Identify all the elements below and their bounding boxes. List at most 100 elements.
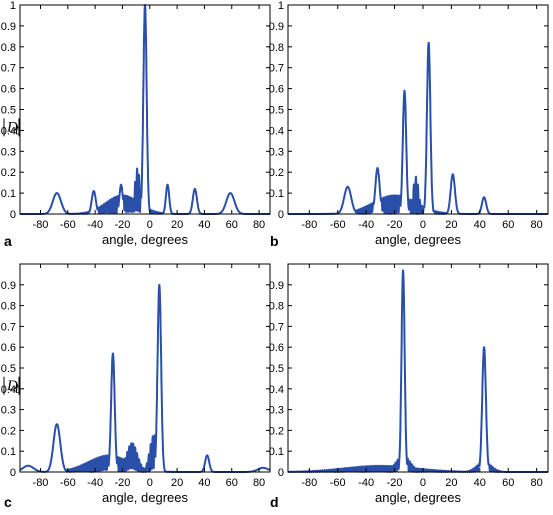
y-tick-label: 0.9 [269, 21, 284, 33]
y-tick-label: 0.2 [1, 167, 16, 179]
y-tick-label: 0.8 [269, 42, 284, 54]
x-tick-label: -40 [358, 219, 374, 231]
x-tick-label: 20 [171, 477, 183, 489]
y-tick-label: 0.6 [1, 342, 16, 354]
x-axis-label: angle, degrees [375, 232, 462, 247]
x-tick-label: -20 [387, 477, 403, 489]
x-tick-label: -80 [301, 219, 317, 231]
y-tick-label: 0.7 [269, 321, 284, 333]
y-tick-label: 0.7 [1, 321, 16, 333]
x-tick-label: -40 [87, 477, 103, 489]
x-axis-label: angle, degrees [102, 490, 189, 505]
x-tick-label: -20 [115, 477, 131, 489]
y-label-text: D [6, 378, 18, 394]
plot-frame [287, 263, 549, 473]
x-tick-label: 40 [474, 477, 486, 489]
x-tick-label: -60 [330, 219, 346, 231]
plot-frame [287, 4, 549, 215]
x-axis-label: angle, degrees [375, 490, 462, 505]
panel-label: d [270, 494, 279, 510]
y-tick-label: 0.8 [269, 301, 284, 313]
y-tick-label: 0.6 [1, 84, 16, 96]
x-tick-label: 0 [147, 477, 153, 489]
series-line [287, 269, 549, 473]
x-tick-label: 60 [226, 477, 238, 489]
x-tick-label: -60 [330, 477, 346, 489]
y-tick-label: 0.1 [269, 446, 284, 458]
x-tick-label: 60 [502, 477, 514, 489]
panel-d: 0 0.1 0.2 0.3 0.4 0.5 0.6 0.7 0.8 0.9 -80 -60 -40 -20… [269, 263, 549, 510]
x-tick-label: 80 [253, 219, 265, 231]
panel-b: 0 0.1 0.2 0.3 0.4 0.5 0.6 0.7 0.8 0.9 1 -80 -60 -40 -2… [269, 0, 549, 249]
x-tick-label: 40 [474, 219, 486, 231]
x-tick-label: -60 [60, 477, 76, 489]
x-tick-label: 40 [198, 477, 210, 489]
x-axis-label: angle, degrees [102, 232, 189, 247]
x-tick-label: 0 [420, 219, 426, 231]
y-tick-label: 0.1 [1, 188, 16, 200]
y-tick-label: 0.3 [269, 146, 284, 158]
y-tick-label: 0.2 [269, 167, 284, 179]
y-tick-label: 0.5 [269, 105, 284, 117]
y-tick-label: 0.1 [269, 188, 284, 200]
x-tick-label: 0 [420, 477, 426, 489]
panel-label: b [270, 233, 279, 249]
x-tick-label: -80 [33, 477, 49, 489]
y-tick-label: 0 [10, 467, 16, 479]
x-tick-label: 60 [502, 219, 514, 231]
x-tick-label: -80 [33, 219, 49, 231]
panel-a: 0 0.1 0.2 0.3 0.4 0.5 0.6 0.7 0.8 0.9 1 -80 -60 -40 -2… [1, 0, 271, 249]
x-tick-label: 60 [226, 219, 238, 231]
x-tick-label: 20 [445, 477, 457, 489]
y-tick-label: 0.6 [269, 342, 284, 354]
y-tick-label: 0.7 [269, 63, 284, 75]
x-tick-label: -40 [358, 477, 374, 489]
y-tick-label: 0.3 [269, 405, 284, 417]
y-tick-label: 0.9 [1, 280, 16, 292]
y-tick-label: 0.4 [1, 125, 16, 137]
series-line [287, 41, 549, 215]
x-tick-label: 20 [445, 219, 457, 231]
y-tick-label: 0.6 [269, 84, 284, 96]
y-tick-label: 1 [10, 0, 16, 12]
y-tick-label: 0.2 [269, 425, 284, 437]
y-tick-label: 0.1 [1, 446, 16, 458]
y-tick-label: 0.9 [1, 21, 16, 33]
panel-label: c [4, 494, 12, 510]
y-label-text: D [6, 119, 18, 135]
x-tick-label: 80 [253, 477, 265, 489]
x-tick-label: -20 [115, 219, 131, 231]
panel-label: a [4, 233, 12, 249]
x-tick-label: 80 [531, 219, 543, 231]
y-label-subscript: t [15, 381, 20, 397]
plot-frame [19, 263, 271, 473]
y-tick-label: 0.2 [1, 425, 16, 437]
y-tick-label: 0.3 [1, 405, 16, 417]
x-tick-label: -20 [387, 219, 403, 231]
x-tick-label: 0 [147, 219, 153, 231]
series-line [19, 283, 271, 473]
y-tick-label: 0.8 [1, 301, 16, 313]
y-tick-label: 0 [278, 209, 284, 221]
x-tick-label: 40 [198, 219, 210, 231]
y-tick-label: 0.3 [1, 146, 16, 158]
x-tick-label: -60 [60, 219, 76, 231]
x-tick-label: 80 [531, 477, 543, 489]
series-line [19, 4, 271, 215]
x-tick-label: -40 [87, 219, 103, 231]
y-tick-label: 0.4 [1, 384, 16, 396]
y-axis-label: Dt [3, 376, 20, 397]
y-tick-label: 0 [10, 209, 16, 221]
y-tick-label: 1 [278, 0, 284, 12]
y-tick-label: 0.7 [1, 63, 16, 75]
y-tick-label: 0.8 [1, 42, 16, 54]
x-tick-label: 20 [171, 219, 183, 231]
y-tick-label: 0.4 [269, 384, 284, 396]
y-tick-label: 0.5 [269, 363, 284, 375]
y-tick-label: 0.5 [1, 105, 16, 117]
y-tick-label: 0 [278, 467, 284, 479]
y-axis-label: Dt [3, 118, 20, 138]
x-tick-label: -80 [301, 477, 317, 489]
y-tick-label: 0.4 [269, 125, 284, 137]
